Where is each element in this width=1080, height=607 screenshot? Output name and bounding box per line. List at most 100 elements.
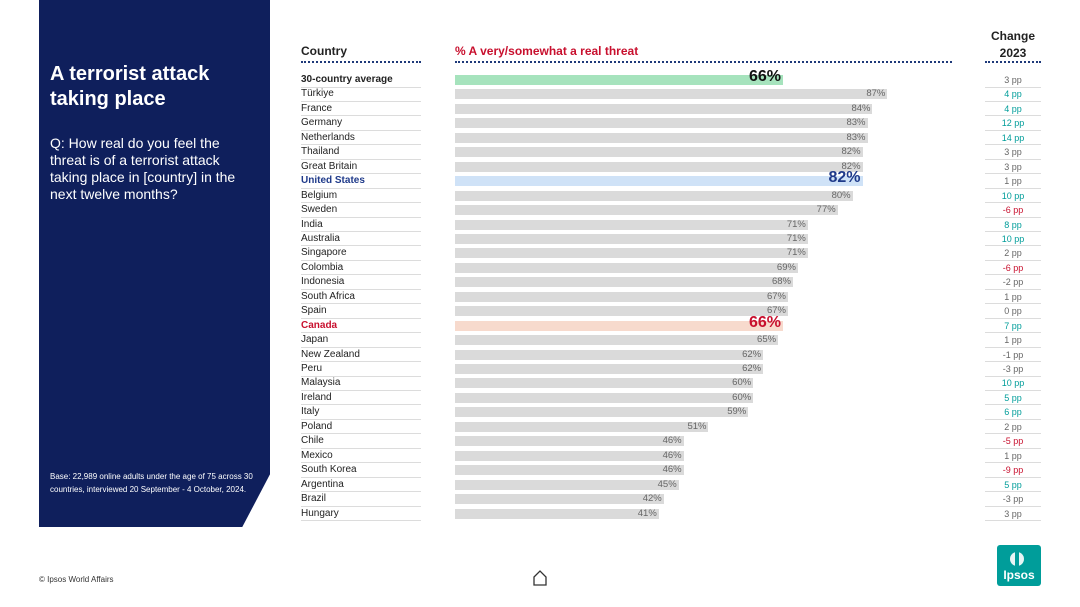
bar-value-label: 77% <box>816 204 836 216</box>
chart-row: Germany 83% 12 pp <box>0 116 1080 131</box>
bar <box>455 392 754 403</box>
bar <box>455 421 709 432</box>
country-label: Colombia <box>301 261 344 273</box>
left-panel: A terrorist attack taking place Q: How r… <box>39 0 270 527</box>
change-rule <box>985 173 1041 175</box>
chart-row: Thailand 82% 3 pp <box>0 145 1080 160</box>
row-rule <box>301 375 421 377</box>
chart-row: New Zealand 62% -1 pp <box>0 348 1080 363</box>
bar-track: 46% <box>455 435 952 447</box>
bar-value-label: 62% <box>742 348 762 360</box>
bar <box>455 479 679 490</box>
change-rule <box>985 187 1041 189</box>
change-rule <box>985 231 1041 232</box>
bar <box>455 407 749 418</box>
bar-value-label: 82% <box>841 160 861 172</box>
change-value: 10 pp <box>1001 378 1025 389</box>
change-value: 1 pp <box>1004 450 1022 461</box>
country-label: Chile <box>301 435 324 447</box>
change-rule <box>985 317 1041 319</box>
row-rule <box>301 462 421 464</box>
country-label: Poland <box>301 420 333 432</box>
country-label: South Korea <box>301 464 357 476</box>
bar-value-label: 82% <box>828 169 861 187</box>
country-label: Mexico <box>301 449 333 461</box>
bar-value-label: 67% <box>766 290 786 302</box>
change-rule <box>985 505 1041 507</box>
bar-value-label: 42% <box>642 493 662 505</box>
country-label: Great Britain <box>301 160 358 172</box>
bar-value-label: 87% <box>866 88 886 100</box>
country-label: Indonesia <box>301 276 345 288</box>
bar <box>455 277 793 288</box>
change-value: 2 pp <box>1004 248 1022 259</box>
change-rule <box>985 202 1041 204</box>
row-rule <box>301 389 421 391</box>
metric-header: % A very/somewhat a real threat <box>455 44 639 58</box>
bar-track: 41% <box>455 508 952 519</box>
chart-row: Australia 71% 10 pp <box>0 232 1080 247</box>
change-value: -3 pp <box>1002 364 1024 374</box>
bar-value-label: 71% <box>786 232 806 244</box>
change-header-label: Change <box>990 29 1035 43</box>
bar-track: 82% <box>455 170 952 187</box>
change-rule <box>985 389 1041 391</box>
change-header: Change 2023 <box>985 28 1041 62</box>
bar-value-label: 46% <box>662 464 682 476</box>
change-value: 1 pp <box>1004 291 1022 302</box>
bar-value-label: 82% <box>841 146 861 158</box>
change-value: -5 pp <box>1002 436 1024 447</box>
country-label: Hungary <box>301 507 339 519</box>
row-rule <box>301 476 421 478</box>
chart-row: Poland 51% 2 pp <box>0 420 1080 435</box>
bar-track: 69% <box>455 262 952 273</box>
change-rule <box>985 346 1041 348</box>
chart-row: Chile 46% -5 pp <box>0 434 1080 449</box>
row-rule <box>301 418 421 420</box>
country-label: Malaysia <box>301 377 341 389</box>
change-rule <box>985 86 1041 88</box>
bar-track: 46% <box>455 450 952 461</box>
change-rule <box>985 245 1041 247</box>
row-rule <box>301 202 421 204</box>
bar <box>455 436 684 447</box>
bar-value-label: 84% <box>851 102 871 114</box>
row-rule <box>301 231 421 232</box>
bar-track: 83% <box>455 117 952 129</box>
change-value: 3 pp <box>1004 147 1022 158</box>
country-label: Italy <box>301 406 320 418</box>
change-value: -6 pp <box>1002 205 1024 216</box>
bar <box>455 205 838 216</box>
change-rule <box>985 144 1041 146</box>
change-value: 1 pp <box>1004 335 1022 346</box>
bar <box>455 219 808 230</box>
change-rule <box>985 418 1041 420</box>
bar-track: 66% <box>455 69 952 85</box>
chart-row: Sweden 77% -6 pp <box>0 203 1080 218</box>
chart-row: Belgium 80% 10 pp <box>0 189 1080 204</box>
change-value: -6 pp <box>1002 262 1024 273</box>
bar-value-label: 60% <box>732 377 752 389</box>
change-value: 4 pp <box>1004 103 1022 114</box>
home-icon[interactable] <box>532 569 548 587</box>
change-value: 3 pp <box>1004 508 1022 519</box>
bar-value-label: 71% <box>786 247 806 259</box>
country-label: Singapore <box>301 247 347 259</box>
chart-row: Colombia 69% -6 pp <box>0 261 1080 276</box>
change-rule <box>985 303 1041 305</box>
row-rule <box>301 288 421 290</box>
bar <box>455 378 754 389</box>
chart-row: Netherlands 83% 14 pp <box>0 131 1080 146</box>
bar-value-label: 60% <box>732 391 752 403</box>
country-label: Brazil <box>301 493 327 505</box>
bar-value-label: 83% <box>846 117 866 129</box>
country-label: Japan <box>301 334 329 346</box>
change-rule <box>985 158 1041 160</box>
bar <box>455 320 784 331</box>
bar <box>455 335 779 346</box>
logo-text: Ipsos <box>1003 568 1035 582</box>
row-rule <box>301 274 421 276</box>
country-label: Thailand <box>301 146 340 158</box>
row-rule <box>301 447 421 449</box>
change-value: 4 pp <box>1004 89 1022 100</box>
